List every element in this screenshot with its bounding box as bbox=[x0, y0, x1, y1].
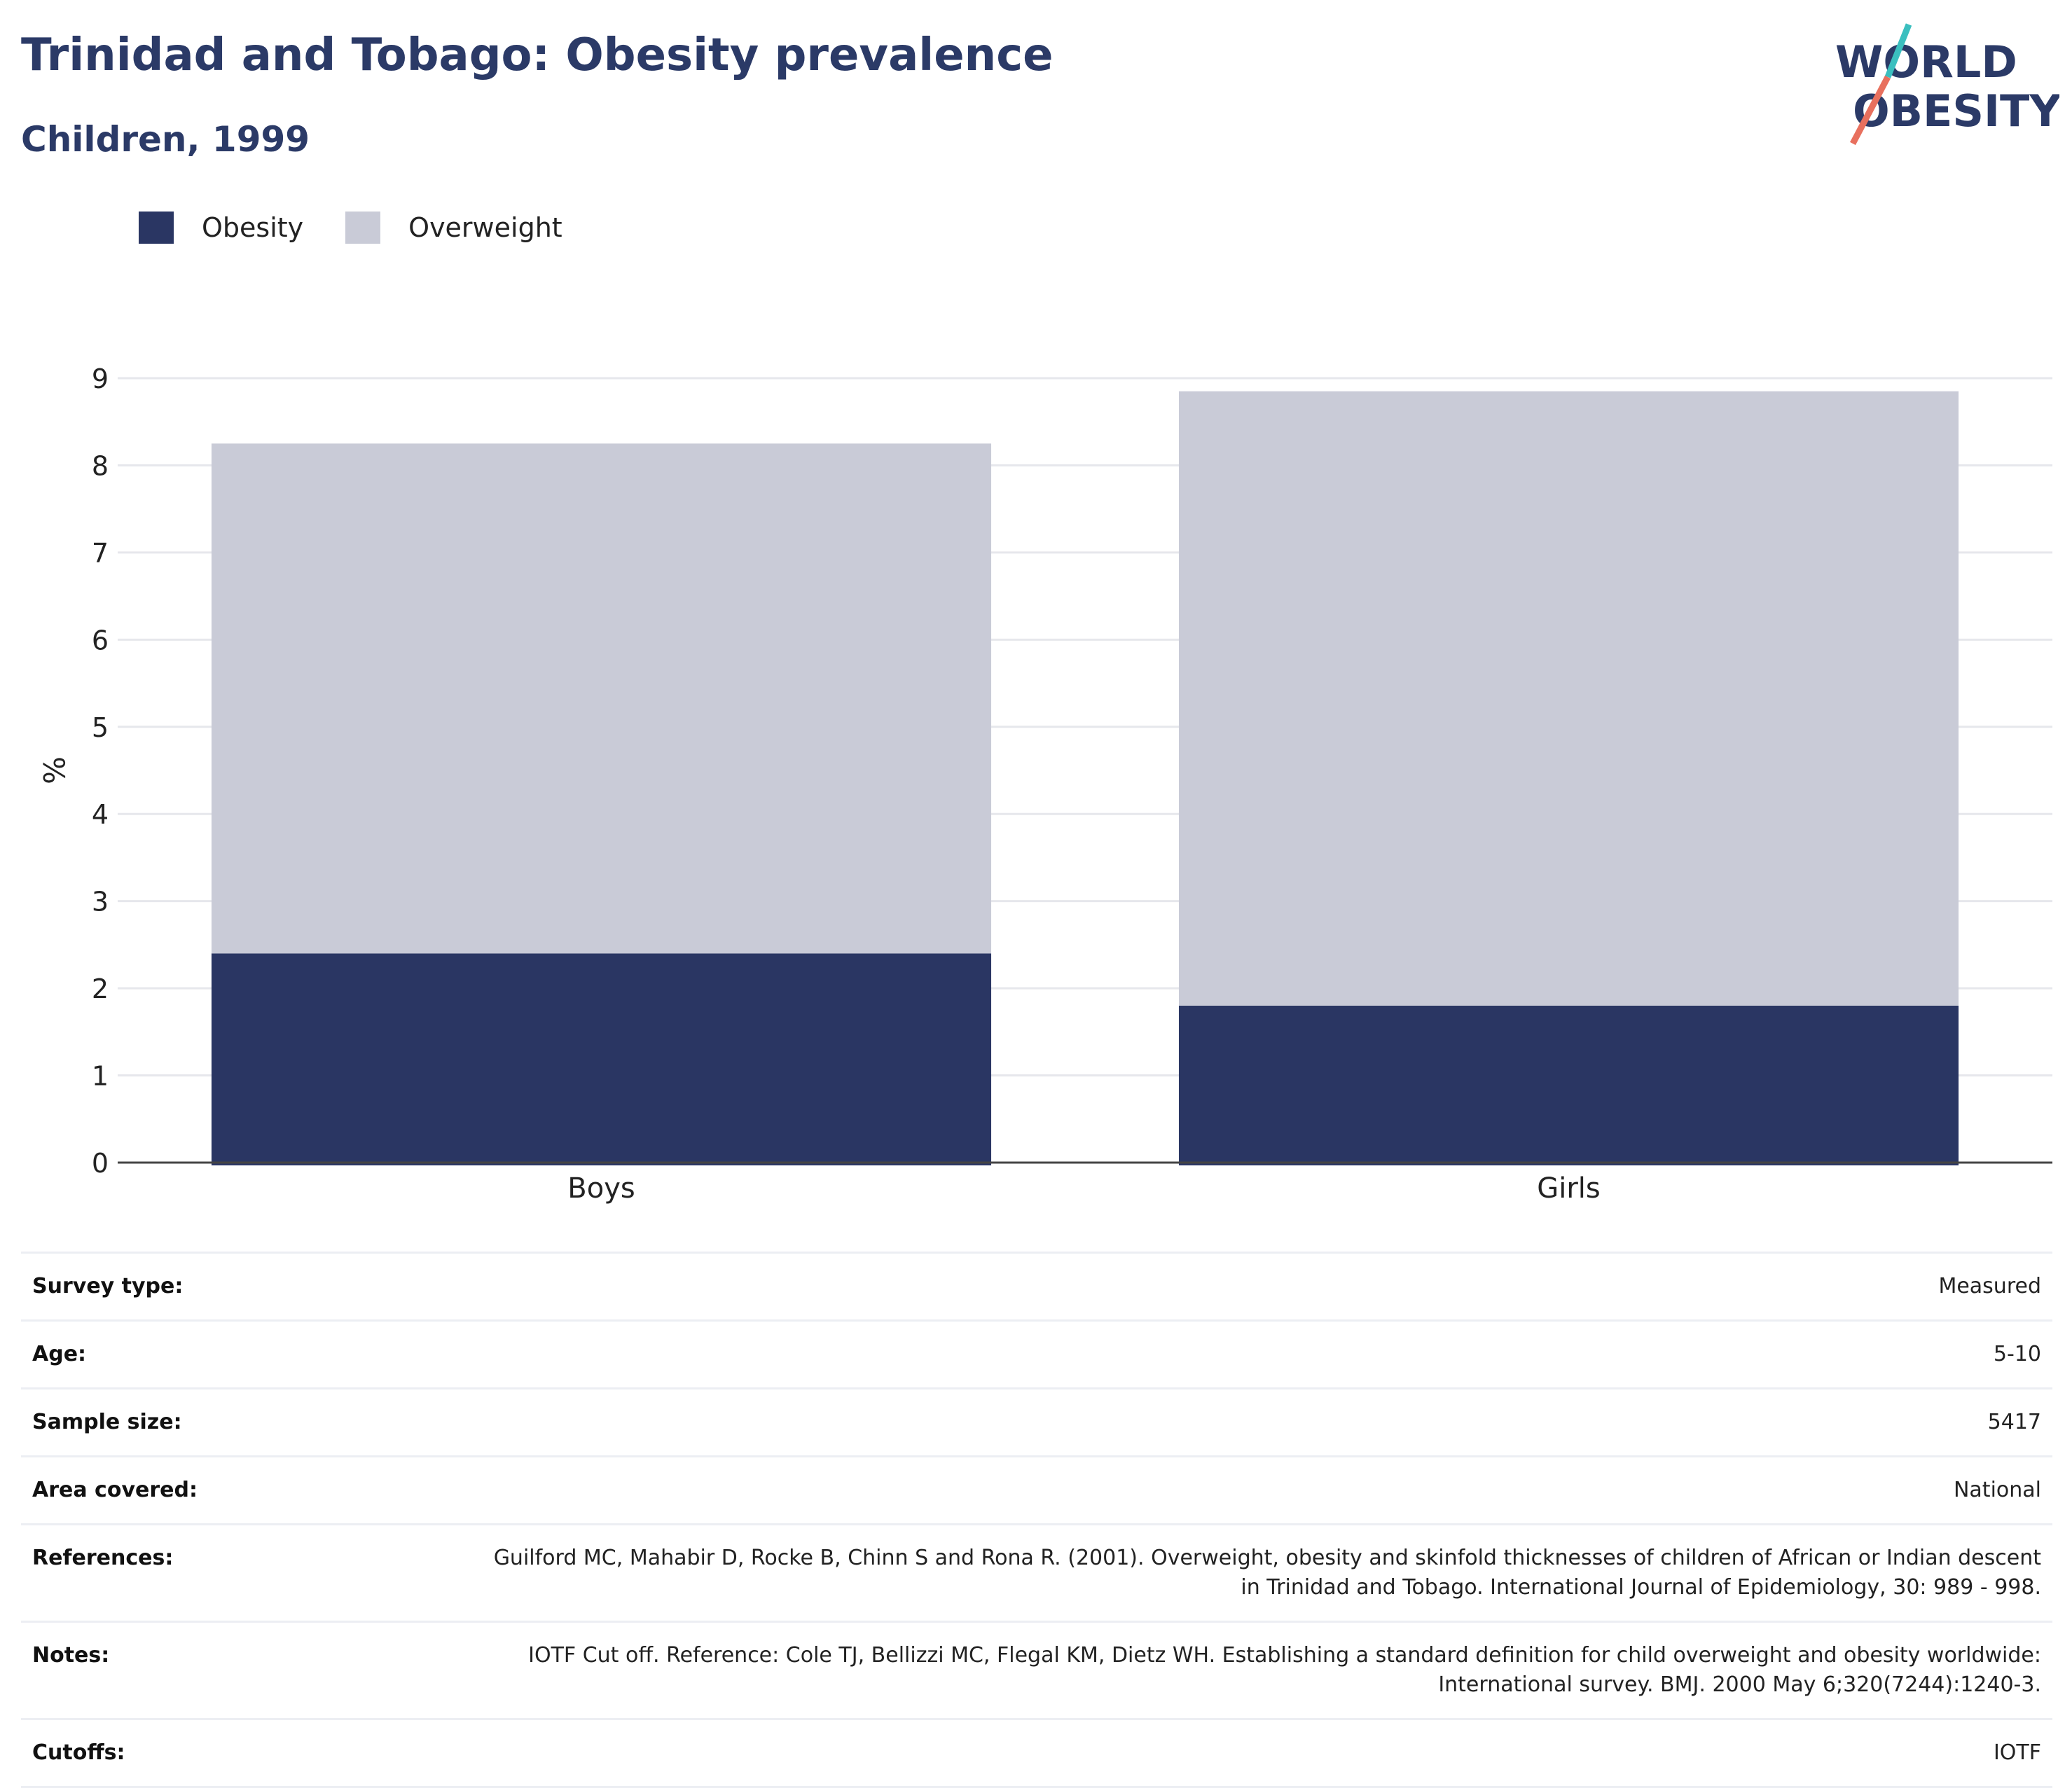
x-tick-label: Boys bbox=[567, 1172, 635, 1205]
legend-item-obesity[interactable]: Obesity bbox=[139, 212, 303, 244]
y-tick-label: 3 bbox=[92, 887, 109, 917]
x-tick-label: Girls bbox=[1537, 1172, 1601, 1205]
y-tick-label: 6 bbox=[92, 625, 109, 656]
info-value: Measured bbox=[464, 1252, 2052, 1321]
y-tick-label: 4 bbox=[92, 799, 109, 830]
chart-legend: Obesity Overweight bbox=[139, 207, 605, 249]
info-row: Area covered: National bbox=[21, 1455, 2052, 1525]
info-row: Notes: IOTF Cut off. Reference: Cole TJ, … bbox=[21, 1621, 2052, 1719]
chart-title: Trinidad and Tobago: Obesity prevalence bbox=[21, 29, 1054, 81]
bar-obesity-girls[interactable] bbox=[1178, 1006, 1959, 1165]
y-tick-label: 5 bbox=[92, 712, 109, 743]
bar-obesity-boys[interactable] bbox=[211, 953, 992, 1165]
info-key: References: bbox=[21, 1523, 464, 1622]
info-value: IOTF Cut off. Reference: Cole TJ, Belliz… bbox=[464, 1621, 2052, 1719]
y-tick-label: 8 bbox=[92, 450, 109, 481]
info-value: National bbox=[464, 1455, 2052, 1525]
bar-overweight-girls[interactable] bbox=[1178, 391, 1959, 1006]
logo-teal-stroke bbox=[1884, 23, 1912, 78]
info-row: Sample size: 5417 bbox=[21, 1387, 2052, 1457]
info-row: Cutoffs: IOTF bbox=[21, 1718, 2052, 1788]
legend-item-overweight[interactable]: Overweight bbox=[345, 212, 562, 244]
legend-label-obesity: Obesity bbox=[202, 212, 304, 243]
info-value: 5-10 bbox=[464, 1319, 2052, 1389]
y-axis-label: % bbox=[36, 756, 71, 784]
info-key: Notes: bbox=[21, 1621, 464, 1719]
logo-line2: OBESITY bbox=[1853, 85, 2059, 137]
chart-subtitle: Children, 1999 bbox=[21, 119, 310, 160]
info-key: Sample size: bbox=[21, 1387, 464, 1457]
y-tick-label: 2 bbox=[92, 973, 109, 1004]
legend-swatch-overweight bbox=[345, 212, 381, 244]
y-tick-label: 1 bbox=[92, 1061, 109, 1092]
y-tick-label: 7 bbox=[92, 538, 109, 569]
survey-info-table: Survey type: Measured Age: 5-10 Sample size:… bbox=[21, 1252, 2052, 1788]
info-key: Area covered: bbox=[21, 1455, 464, 1525]
legend-label-overweight: Overweight bbox=[408, 212, 562, 243]
logo-coral-stroke bbox=[1850, 75, 1891, 146]
bar-chart: 0 1 2 3 4 5 6 7 8 9% Boys Girls bbox=[36, 363, 2052, 1205]
world-obesity-logo: WORLD OBESITY bbox=[1835, 23, 2059, 146]
legend-swatch-obesity bbox=[139, 212, 174, 244]
info-key: Cutoffs: bbox=[21, 1718, 464, 1788]
y-tick-label: 9 bbox=[92, 363, 109, 394]
y-tick-label: 0 bbox=[92, 1148, 109, 1179]
info-value: IOTF bbox=[464, 1718, 2052, 1788]
bar-overweight-boys[interactable] bbox=[211, 443, 992, 954]
logo-line1: WORLD bbox=[1835, 36, 2017, 88]
info-row: References: Guilford MC, Mahabir D, Rocke… bbox=[21, 1523, 2052, 1622]
info-key: Survey type: bbox=[21, 1252, 464, 1321]
info-value: Guilford MC, Mahabir D, Rocke B, Chinn S… bbox=[464, 1523, 2052, 1622]
info-value: 5417 bbox=[464, 1387, 2052, 1457]
info-row: Survey type: Measured bbox=[21, 1252, 2052, 1321]
info-row: Age: 5-10 bbox=[21, 1319, 2052, 1389]
info-key: Age: bbox=[21, 1319, 464, 1389]
